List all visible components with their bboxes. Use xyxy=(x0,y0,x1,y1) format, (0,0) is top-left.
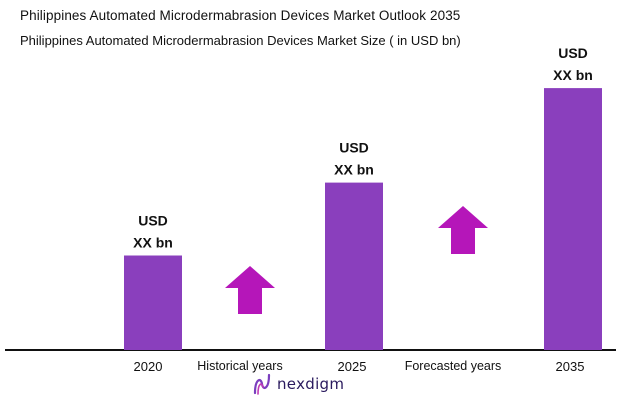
chart-subtitle: Philippines Automated Microdermabrasion … xyxy=(20,33,461,48)
nexdigm-logo-icon xyxy=(253,373,271,395)
period-label-2: Forecasted years xyxy=(405,359,502,373)
x-tick-label-2035: 2035 xyxy=(556,359,585,374)
data-label-2035-line1: USD xyxy=(558,45,588,61)
growth-arrow-icon-1 xyxy=(225,266,275,314)
period-label-1: Historical years xyxy=(197,359,282,373)
x-tick-label-2020: 2020 xyxy=(134,359,163,374)
bar-2020 xyxy=(124,255,182,350)
bar-2025 xyxy=(325,182,383,350)
data-label-2025-line1: USD xyxy=(339,140,369,156)
growth-arrow-icon-2 xyxy=(438,206,488,254)
data-label-2035-line2: XX bn xyxy=(553,67,593,83)
data-label-2025-line2: XX bn xyxy=(334,162,374,178)
data-label-2020-line2: XX bn xyxy=(133,235,173,251)
x-tick-label-2025: 2025 xyxy=(338,359,367,374)
nexdigm-logo-text: nexdigm xyxy=(277,375,345,393)
bar-2035 xyxy=(544,88,602,350)
chart-title: Philippines Automated Microdermabrasion … xyxy=(20,8,461,23)
data-label-2020-line1: USD xyxy=(138,213,168,229)
nexdigm-logo: nexdigm xyxy=(252,373,344,395)
